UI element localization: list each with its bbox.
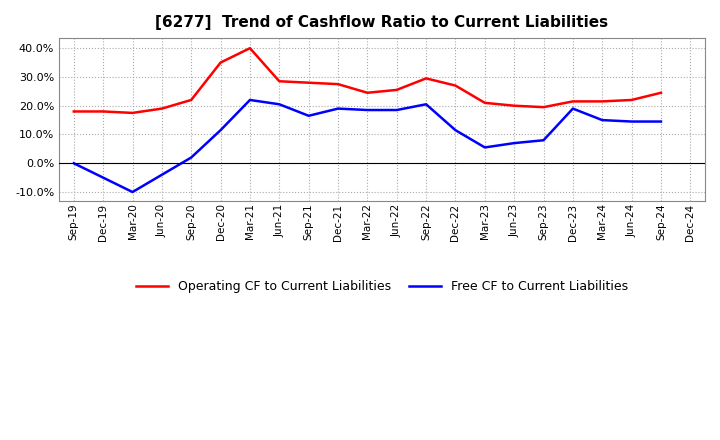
Title: [6277]  Trend of Cashflow Ratio to Current Liabilities: [6277] Trend of Cashflow Ratio to Curren… (156, 15, 608, 30)
Free CF to Current Liabilities (480, 145, 489, 150)
Free CF to Current Liabilities (187, 155, 196, 160)
Operating CF to Current Liabilities (627, 97, 636, 103)
Free CF to Current Liabilities (246, 97, 254, 103)
Free CF to Current Liabilities (422, 102, 431, 107)
Operating CF to Current Liabilities (275, 79, 284, 84)
Free CF to Current Liabilities (216, 128, 225, 133)
Operating CF to Current Liabilities (128, 110, 137, 116)
Free CF to Current Liabilities (627, 119, 636, 124)
Operating CF to Current Liabilities (246, 46, 254, 51)
Operating CF to Current Liabilities (69, 109, 78, 114)
Free CF to Current Liabilities (158, 172, 166, 177)
Operating CF to Current Liabilities (480, 100, 489, 106)
Operating CF to Current Liabilities (392, 87, 401, 92)
Operating CF to Current Liabilities (99, 109, 107, 114)
Line: Operating CF to Current Liabilities: Operating CF to Current Liabilities (73, 48, 661, 113)
Free CF to Current Liabilities (363, 107, 372, 113)
Free CF to Current Liabilities (539, 138, 548, 143)
Legend: Operating CF to Current Liabilities, Free CF to Current Liabilities: Operating CF to Current Liabilities, Fre… (131, 275, 633, 298)
Operating CF to Current Liabilities (216, 60, 225, 65)
Operating CF to Current Liabilities (363, 90, 372, 95)
Operating CF to Current Liabilities (539, 105, 548, 110)
Operating CF to Current Liabilities (158, 106, 166, 111)
Free CF to Current Liabilities (657, 119, 665, 124)
Operating CF to Current Liabilities (305, 80, 313, 85)
Free CF to Current Liabilities (128, 189, 137, 194)
Operating CF to Current Liabilities (333, 81, 342, 87)
Free CF to Current Liabilities (69, 161, 78, 166)
Operating CF to Current Liabilities (510, 103, 518, 108)
Free CF to Current Liabilities (392, 107, 401, 113)
Free CF to Current Liabilities (598, 117, 606, 123)
Free CF to Current Liabilities (99, 175, 107, 180)
Line: Free CF to Current Liabilities: Free CF to Current Liabilities (73, 100, 661, 192)
Operating CF to Current Liabilities (569, 99, 577, 104)
Free CF to Current Liabilities (569, 106, 577, 111)
Operating CF to Current Liabilities (187, 97, 196, 103)
Operating CF to Current Liabilities (451, 83, 460, 88)
Free CF to Current Liabilities (510, 140, 518, 146)
Operating CF to Current Liabilities (598, 99, 606, 104)
Free CF to Current Liabilities (333, 106, 342, 111)
Free CF to Current Liabilities (275, 102, 284, 107)
Free CF to Current Liabilities (305, 113, 313, 118)
Free CF to Current Liabilities (451, 128, 460, 133)
Operating CF to Current Liabilities (657, 90, 665, 95)
Operating CF to Current Liabilities (422, 76, 431, 81)
